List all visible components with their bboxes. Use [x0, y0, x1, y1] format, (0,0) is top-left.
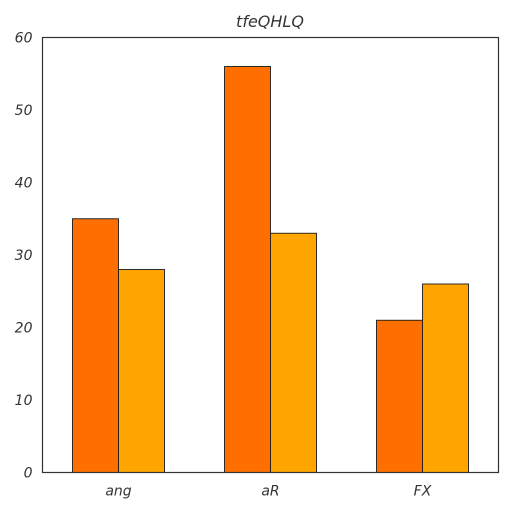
y-tick-label-30: 30	[15, 248, 33, 264]
bar-aR-series-1	[224, 66, 271, 473]
x-tick-label-aR: aR	[261, 484, 279, 500]
chart-title: tfeQHLQ	[236, 12, 304, 31]
x-axis-ticks: ang aR FX	[105, 484, 431, 500]
y-tick-label-10: 10	[15, 393, 33, 409]
y-tick-label-0: 0	[24, 466, 33, 482]
bar-aR-series-2	[270, 232, 317, 473]
bar-FX-series-2	[422, 283, 469, 473]
bar-ang-series-1	[72, 218, 119, 473]
bar-FX-series-1	[376, 319, 423, 473]
plot-frame	[41, 36, 500, 474]
x-tick-label-ang: ang	[105, 484, 131, 500]
bars-layer	[72, 66, 469, 473]
y-tick-label-60: 60	[15, 31, 33, 47]
x-tick-label-FX: FX	[414, 484, 432, 500]
y-tick-label-50: 50	[15, 103, 33, 119]
y-axis-ticks: 0 10 20 30 40 50 60	[15, 31, 33, 482]
bar-ang-series-2	[118, 269, 165, 473]
y-tick-label-20: 20	[15, 321, 33, 337]
y-tick-label-40: 40	[15, 176, 33, 192]
